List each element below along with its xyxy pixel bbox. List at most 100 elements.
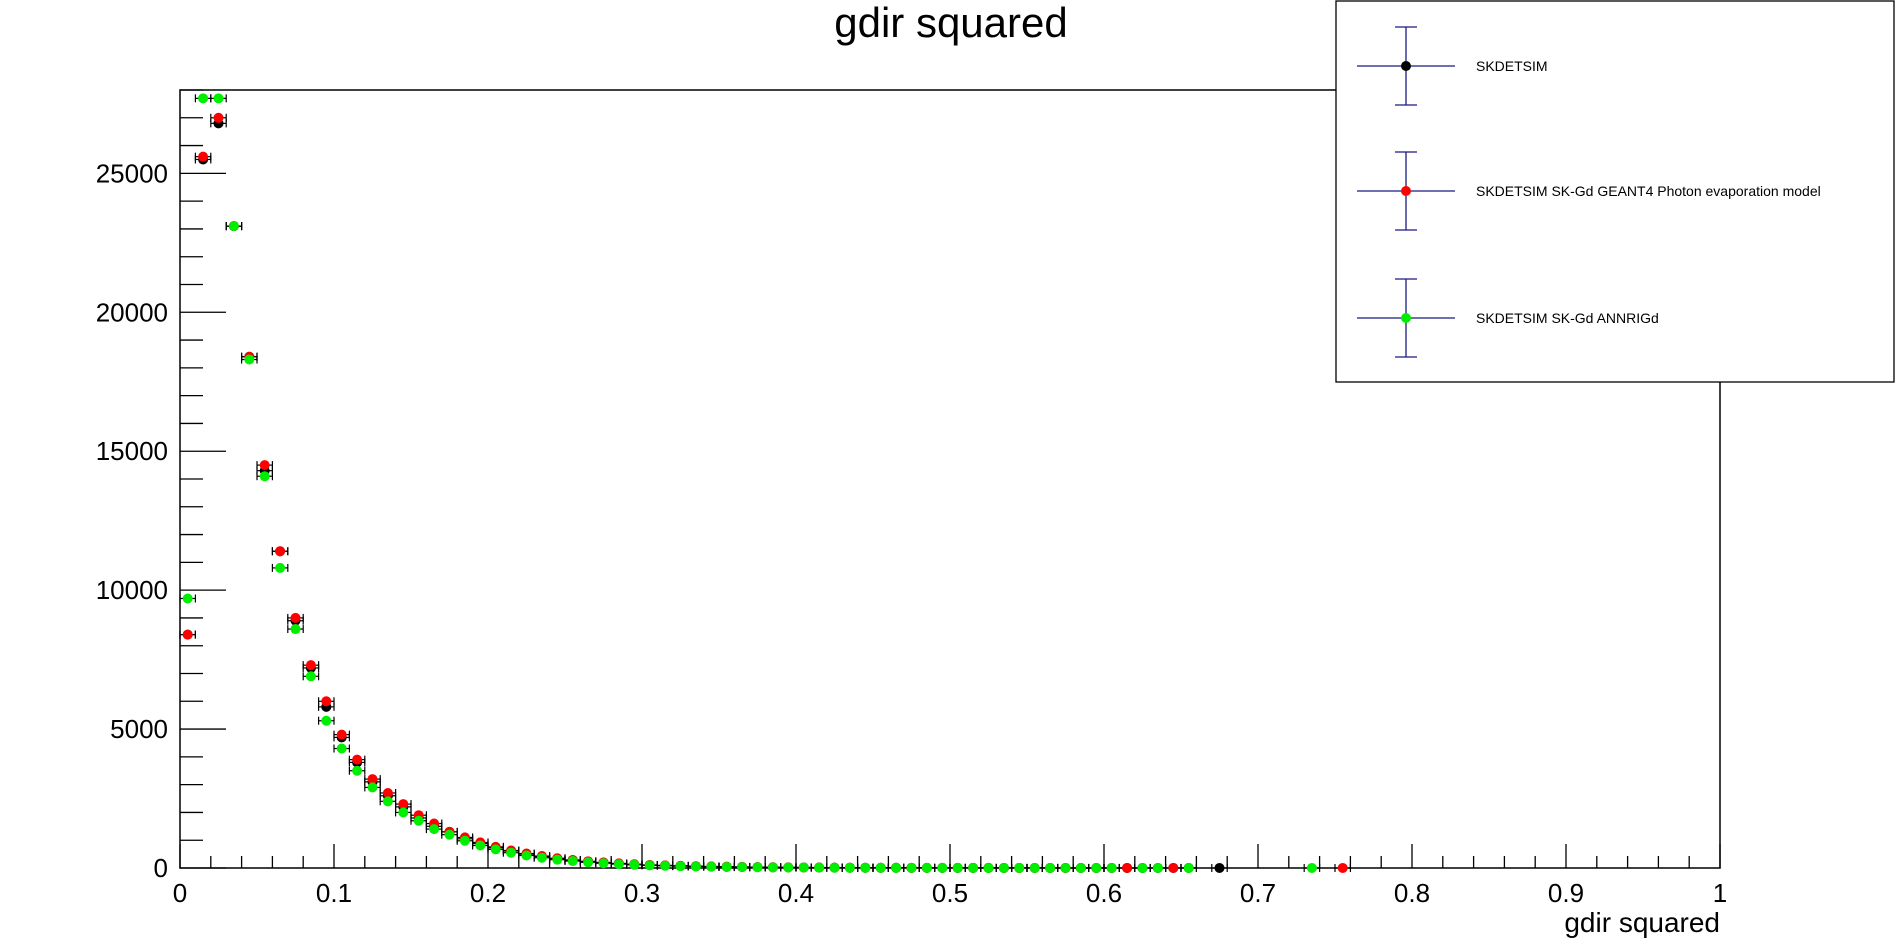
- marker: [367, 782, 378, 793]
- data-point: [210, 93, 227, 104]
- data-point: [271, 562, 289, 573]
- marker: [952, 862, 963, 873]
- marker: [1122, 862, 1133, 873]
- marker: [752, 862, 763, 873]
- legend-entry-1: SKDETSIM: [1357, 26, 1548, 106]
- data-point: [287, 612, 304, 623]
- data-marks: [179, 93, 1352, 873]
- marker: [259, 460, 270, 471]
- x-tick-label: 0.6: [1086, 878, 1122, 908]
- marker: [737, 862, 748, 873]
- data-point: [179, 593, 196, 604]
- marker: [521, 850, 532, 861]
- marker: [305, 660, 316, 671]
- data-point: [271, 546, 289, 557]
- marker: [198, 93, 209, 104]
- data-point: [333, 729, 350, 740]
- marker: [1014, 862, 1025, 873]
- marker: [921, 862, 932, 873]
- marker: [598, 858, 609, 869]
- marker: [583, 857, 594, 868]
- marker: [444, 829, 455, 840]
- marker: [290, 624, 301, 635]
- marker: [1183, 862, 1194, 873]
- data-point: [225, 221, 243, 232]
- marker: [1214, 862, 1225, 873]
- y-tick-label: 0: [154, 853, 168, 883]
- y-tick-label: 20000: [96, 297, 168, 327]
- data-point: [179, 629, 196, 640]
- marker: [706, 861, 717, 872]
- data-point: [410, 815, 427, 826]
- data-point: [318, 696, 335, 707]
- marker: [413, 815, 424, 826]
- marker: [567, 856, 578, 867]
- legend-marker: [1401, 186, 1411, 196]
- y-tick-label: 25000: [96, 158, 168, 188]
- marker: [875, 862, 886, 873]
- data-point: [348, 754, 366, 765]
- marker: [398, 807, 409, 818]
- marker: [352, 765, 363, 776]
- marker: [721, 861, 732, 872]
- marker: [767, 862, 778, 873]
- marker: [475, 840, 486, 851]
- legend-label: SKDETSIM SK-Gd GEANT4 Photon evaporation…: [1476, 183, 1821, 199]
- marker: [1168, 862, 1179, 873]
- data-point: [364, 774, 381, 785]
- marker: [290, 612, 301, 623]
- marker: [1106, 862, 1117, 873]
- data-point: [1149, 862, 1167, 873]
- x-axis-label: gdir squared: [1564, 907, 1720, 938]
- marker: [860, 862, 871, 873]
- marker: [1137, 862, 1148, 873]
- data-point: [564, 856, 582, 867]
- x-tick-label: 0.9: [1548, 878, 1584, 908]
- data-point: [718, 861, 736, 872]
- legend-label: SKDETSIM: [1476, 58, 1548, 74]
- data-point: [256, 471, 273, 482]
- marker: [536, 852, 547, 863]
- data-point: [1134, 862, 1151, 873]
- marker: [352, 754, 363, 765]
- marker: [336, 729, 347, 740]
- data-point: [441, 829, 458, 840]
- data-point: [995, 862, 1013, 873]
- x-tick-label: 0.3: [624, 878, 660, 908]
- data-point: [502, 847, 520, 858]
- marker: [891, 862, 902, 873]
- marker: [1337, 862, 1348, 873]
- marker: [336, 743, 347, 754]
- data-point: [287, 624, 304, 635]
- data-point: [1180, 862, 1198, 873]
- marker: [783, 862, 794, 873]
- marker: [1152, 862, 1163, 873]
- x-tick-label: 0.4: [778, 878, 814, 908]
- marker: [1060, 862, 1071, 873]
- marker: [429, 824, 440, 835]
- marker: [1306, 862, 1317, 873]
- data-point: [533, 852, 551, 863]
- data-point: [318, 715, 335, 726]
- legend-label: SKDETSIM SK-Gd ANNRIGd: [1476, 310, 1659, 326]
- series-3: [179, 93, 1321, 873]
- x-tick-label: 0.5: [932, 878, 968, 908]
- marker: [305, 671, 316, 682]
- data-point: [1211, 862, 1228, 873]
- data-point: [1303, 862, 1321, 873]
- x-tick-label: 0.8: [1394, 878, 1430, 908]
- marker: [814, 862, 825, 873]
- marker: [937, 862, 948, 873]
- legend-entry-3: SKDETSIM SK-Gd ANNRIGd: [1357, 278, 1659, 358]
- data-point: [395, 807, 412, 818]
- marker: [1091, 862, 1102, 873]
- x-tick-label: 0: [173, 878, 187, 908]
- marker: [552, 854, 563, 865]
- marker: [275, 562, 286, 573]
- x-tick-label: 0.7: [1240, 878, 1276, 908]
- marker: [983, 862, 994, 873]
- marker: [798, 862, 809, 873]
- data-point: [333, 743, 350, 754]
- marker: [1075, 862, 1086, 873]
